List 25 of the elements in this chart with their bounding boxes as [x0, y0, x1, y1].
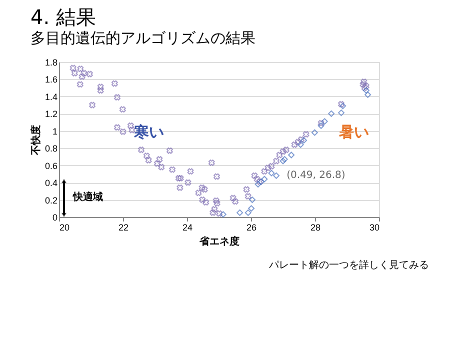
x-tick-label: 30	[369, 222, 380, 232]
text: パレート解の一つを詳しく見てみる	[268, 259, 429, 271]
annotation: 暑い	[338, 122, 369, 141]
x-tick-label: 20	[60, 222, 70, 232]
annotation: (0.49, 26.8)	[286, 170, 346, 181]
chart-title: 4. 結果	[30, 5, 96, 29]
y-tick-label: 1.6	[44, 74, 58, 85]
y-tick-label: 1.8	[44, 58, 58, 68]
annotation: 快適域	[72, 191, 103, 203]
x-tick-label: 22	[118, 222, 129, 232]
annotation: 寒い	[133, 122, 164, 141]
y-tick-label: 0.6	[44, 160, 58, 171]
y-tick-label: 0.4	[44, 178, 58, 188]
y-axis-title: 不快度	[30, 125, 42, 156]
y-tick-label: 1.4	[44, 92, 58, 102]
y-tick-label: 0	[52, 212, 58, 222]
x-tick-label: 26	[246, 222, 257, 232]
x-axis-title: 省エネ度	[198, 236, 240, 248]
chart-subtitle: 多目的遺伝的アルゴリズムの結果	[30, 29, 256, 47]
x-tick-label: 28	[310, 222, 321, 232]
y-tick-label: 0.2	[44, 195, 58, 206]
y-tick-label: 1.2	[44, 109, 58, 120]
y-tick-label: 1	[52, 126, 58, 136]
x-tick-label: 24	[182, 222, 193, 232]
y-tick-label: 0.8	[44, 144, 58, 154]
